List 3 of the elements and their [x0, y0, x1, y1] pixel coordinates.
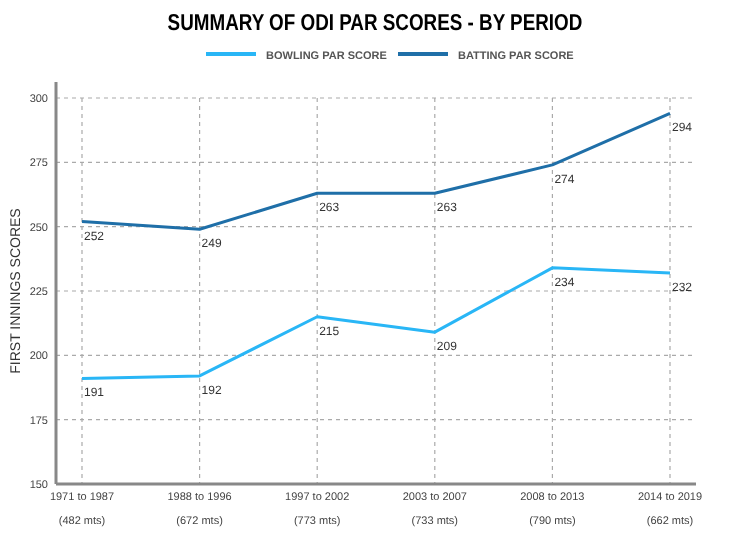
line-series [80, 266, 672, 380]
line-series [80, 111, 672, 231]
chart-title: SUMMARY OF ODI PAR SCORES - BY PERIOD [167, 10, 584, 37]
